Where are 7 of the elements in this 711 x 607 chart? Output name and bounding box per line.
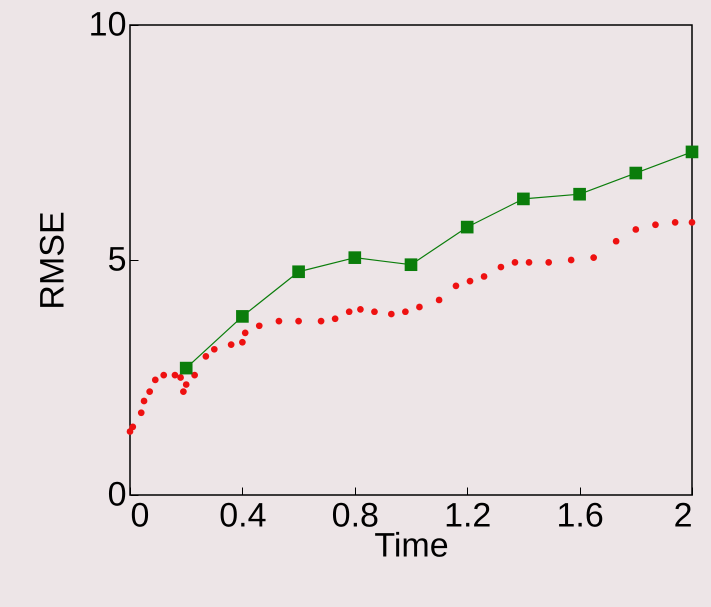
- x-tick-label: 0: [130, 496, 150, 534]
- x-tick-label: 0.4: [219, 496, 267, 534]
- y-axis-title: RMSE: [34, 211, 72, 310]
- y-tick-label: 10: [88, 6, 126, 44]
- y-tick-label: 5: [108, 240, 126, 278]
- x-tick-label: 1.6: [556, 496, 604, 534]
- x-tick-label: 2: [674, 496, 692, 534]
